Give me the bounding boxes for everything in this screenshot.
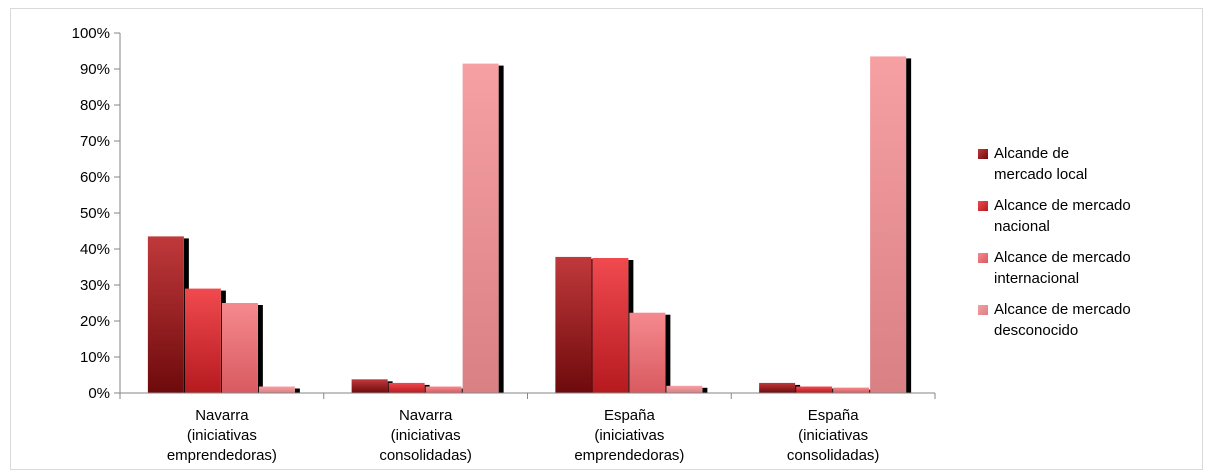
y-tick-label: 90% bbox=[80, 61, 110, 78]
y-tick-label: 20% bbox=[80, 313, 110, 330]
legend-label-line: Alcance de mercado bbox=[994, 197, 1131, 214]
legend-item: Alcance de mercado nacional bbox=[978, 195, 1198, 237]
bar-shadow bbox=[294, 388, 300, 393]
legend-item: Alcance de mercado desconocido bbox=[978, 299, 1198, 341]
x-tick-label: España (iniciativas emprendedoras) bbox=[574, 407, 684, 464]
x-tick-label: Navarra (iniciativas emprendedoras) bbox=[167, 407, 277, 464]
y-tick-label: 70% bbox=[80, 133, 110, 150]
y-tick-label: 60% bbox=[80, 169, 110, 186]
bar bbox=[592, 258, 629, 393]
bar-shadow bbox=[257, 305, 263, 393]
bar bbox=[796, 386, 833, 393]
bar bbox=[555, 256, 592, 393]
legend-label-line: internacional bbox=[994, 270, 1080, 287]
bar bbox=[870, 56, 907, 394]
bar bbox=[388, 382, 425, 393]
legend-label: Alcance de mercado desconocido bbox=[994, 299, 1154, 341]
legend-label-line: mercado local bbox=[994, 166, 1088, 183]
legend: Alcande de mercado local Alcance de mercad… bbox=[978, 143, 1198, 351]
legend-label-line: Alcance de mercado bbox=[994, 249, 1131, 266]
legend-item: Alcance de mercado internacional bbox=[978, 247, 1198, 289]
y-tick-label: 50% bbox=[80, 205, 110, 222]
y-tick-label: 80% bbox=[80, 97, 110, 114]
bar bbox=[147, 236, 184, 393]
y-tick-label: 100% bbox=[72, 25, 110, 42]
y-axis: 0% 10% 20% 30% 40% 50% 60% 70% 80% 90% 100% bbox=[72, 25, 121, 402]
legend-label-line: nacional bbox=[994, 218, 1050, 235]
chart-frame bbox=[10, 8, 1203, 470]
y-tick-label: 10% bbox=[80, 349, 110, 366]
y-tick-label: 30% bbox=[80, 277, 110, 294]
legend-label-line: Alcande de bbox=[994, 145, 1070, 162]
legend-label: Alcance de mercado internacional bbox=[994, 247, 1154, 289]
bar bbox=[833, 387, 870, 393]
legend-swatch bbox=[978, 149, 988, 159]
y-tick-label: 0% bbox=[88, 385, 110, 402]
bar bbox=[759, 382, 796, 393]
bar-shadow bbox=[498, 65, 504, 393]
y-tick-label: 40% bbox=[80, 241, 110, 258]
legend-label-line: desconocido bbox=[994, 322, 1079, 339]
x-axis: Navarra (iniciativas emprendedoras) Navarra… bbox=[119, 392, 936, 464]
bar bbox=[258, 386, 295, 393]
bar bbox=[462, 63, 499, 393]
bar-shadow bbox=[665, 314, 671, 393]
legend-label-line: Alcance de mercado bbox=[994, 301, 1131, 318]
bar bbox=[629, 312, 666, 393]
legend-item: Alcande de mercado local bbox=[978, 143, 1198, 185]
bar bbox=[425, 386, 462, 393]
x-tick-label: España (iniciativas consolidadas) bbox=[787, 407, 880, 464]
bar-shadow bbox=[702, 387, 708, 393]
legend-swatch bbox=[978, 201, 988, 211]
bar bbox=[666, 385, 703, 393]
bar bbox=[221, 303, 258, 393]
legend-swatch bbox=[978, 253, 988, 263]
legend-swatch bbox=[978, 305, 988, 315]
legend-label: Alcance de mercado nacional bbox=[994, 195, 1154, 237]
bars bbox=[147, 56, 912, 394]
bar-shadow bbox=[906, 58, 912, 394]
bar bbox=[351, 379, 388, 393]
x-tick-label: Navarra (iniciativas consolidadas) bbox=[379, 407, 472, 464]
bar bbox=[184, 288, 221, 393]
legend-label: Alcande de mercado local bbox=[994, 143, 1154, 185]
